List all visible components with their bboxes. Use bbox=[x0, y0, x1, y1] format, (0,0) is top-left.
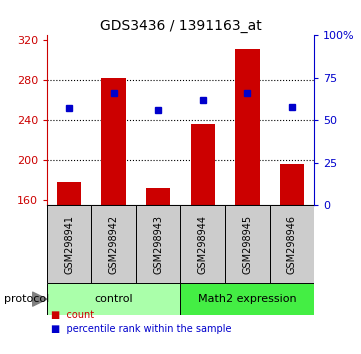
Text: control: control bbox=[95, 294, 133, 304]
Text: GSM298944: GSM298944 bbox=[198, 215, 208, 274]
Polygon shape bbox=[32, 292, 47, 306]
Bar bbox=[225, 205, 270, 283]
Bar bbox=[47, 205, 91, 283]
Bar bbox=[91, 205, 136, 283]
Bar bbox=[47, 283, 180, 315]
Bar bbox=[180, 283, 314, 315]
Text: ■  count: ■ count bbox=[51, 310, 93, 320]
Bar bbox=[57, 182, 82, 205]
Bar bbox=[191, 124, 215, 205]
Text: GSM298945: GSM298945 bbox=[242, 215, 252, 274]
Title: GDS3436 / 1391163_at: GDS3436 / 1391163_at bbox=[100, 19, 261, 33]
Bar bbox=[136, 205, 180, 283]
Text: GSM298942: GSM298942 bbox=[109, 215, 119, 274]
Text: GSM298943: GSM298943 bbox=[153, 215, 163, 274]
Bar bbox=[146, 188, 170, 205]
Text: Math2 expression: Math2 expression bbox=[198, 294, 297, 304]
Text: GSM298946: GSM298946 bbox=[287, 215, 297, 274]
Bar bbox=[279, 164, 304, 205]
Bar bbox=[101, 78, 126, 205]
Text: protocol: protocol bbox=[4, 294, 49, 304]
Text: GSM298941: GSM298941 bbox=[64, 215, 74, 274]
Bar bbox=[235, 50, 260, 205]
Bar bbox=[270, 205, 314, 283]
Bar bbox=[180, 205, 225, 283]
Text: ■  percentile rank within the sample: ■ percentile rank within the sample bbox=[51, 324, 231, 334]
